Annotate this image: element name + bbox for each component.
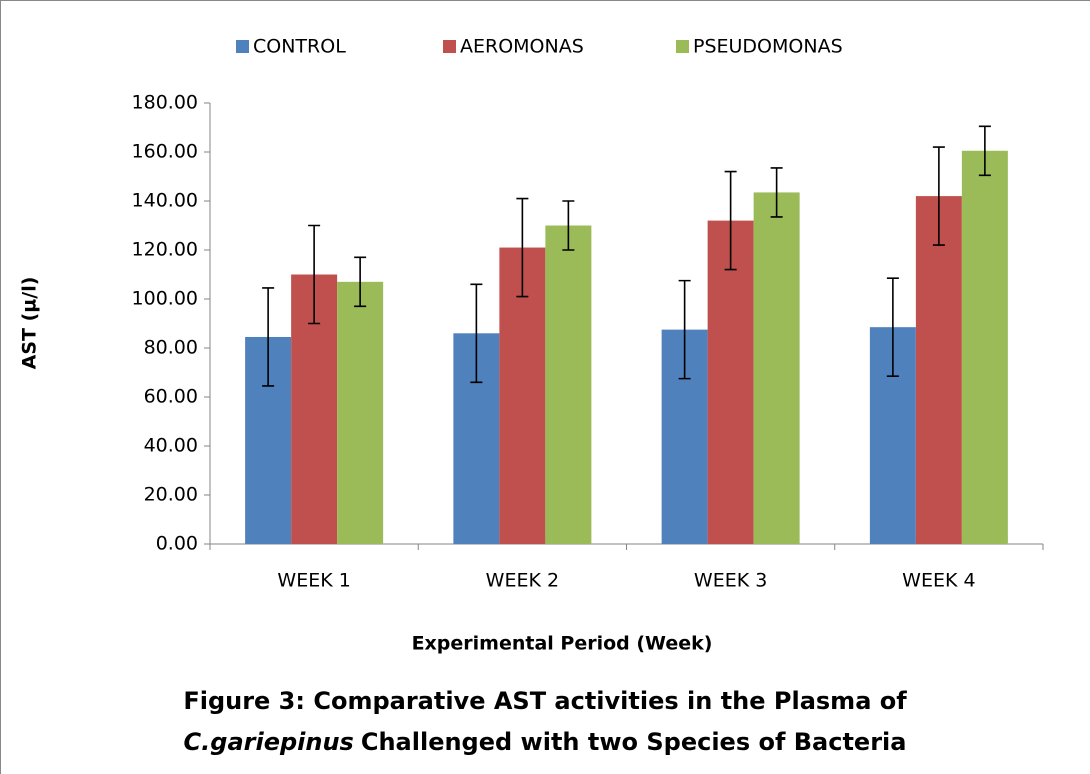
legend-label: CONTROL (253, 36, 346, 58)
error-bar (516, 197, 529, 298)
error-bar (678, 279, 691, 380)
error-bar (354, 256, 367, 308)
y-tick-label: 160.00 (132, 141, 198, 163)
y-tick-label: 120.00 (132, 239, 198, 261)
error-bar (262, 287, 275, 387)
y-axis-label: AST (µ/l) (19, 277, 41, 370)
chart-title: C.gariepinus Challenged with two Species … (184, 728, 907, 756)
legend-label: PSEUDOMONAS (693, 36, 843, 58)
legend-swatch (236, 40, 249, 53)
y-tick-label: 60.00 (144, 386, 198, 408)
error-bar (770, 167, 783, 218)
legend-swatch (443, 40, 456, 53)
y-tick-label: 80.00 (144, 337, 198, 359)
y-tick-label: 0.00 (156, 533, 198, 555)
y-tick-label: 100.00 (132, 288, 198, 310)
error-bar (724, 170, 737, 271)
legend-label: AEROMONAS (460, 36, 584, 58)
x-tick-label: WEEK 1 (277, 570, 350, 592)
chart-title-italic: C.gariepinus (184, 728, 354, 756)
chart-title-rest: Challenged with two Species of Bacteria (361, 728, 907, 756)
legend-swatch (676, 40, 689, 53)
error-bar (886, 277, 899, 377)
error-bar (308, 224, 321, 325)
x-axis-label: Experimental Period (Week) (412, 633, 713, 655)
bar (545, 225, 592, 544)
error-bar (978, 125, 991, 177)
y-tick-label: 180.00 (132, 92, 198, 114)
y-tick-label: 140.00 (132, 190, 198, 212)
error-bar (932, 146, 945, 246)
chart-title: Figure 3: Comparative AST activities in … (183, 687, 907, 715)
bar (337, 281, 384, 544)
bar (915, 196, 962, 544)
error-bar (562, 200, 575, 251)
bar (707, 220, 754, 544)
error-bar (470, 283, 483, 384)
bar (961, 150, 1008, 544)
y-tick-label: 20.00 (144, 484, 198, 506)
x-tick-label: WEEK 3 (694, 570, 767, 592)
bar (753, 192, 800, 545)
x-tick-label: WEEK 2 (486, 570, 559, 592)
y-tick-label: 40.00 (144, 435, 198, 457)
x-tick-label: WEEK 4 (902, 570, 975, 592)
